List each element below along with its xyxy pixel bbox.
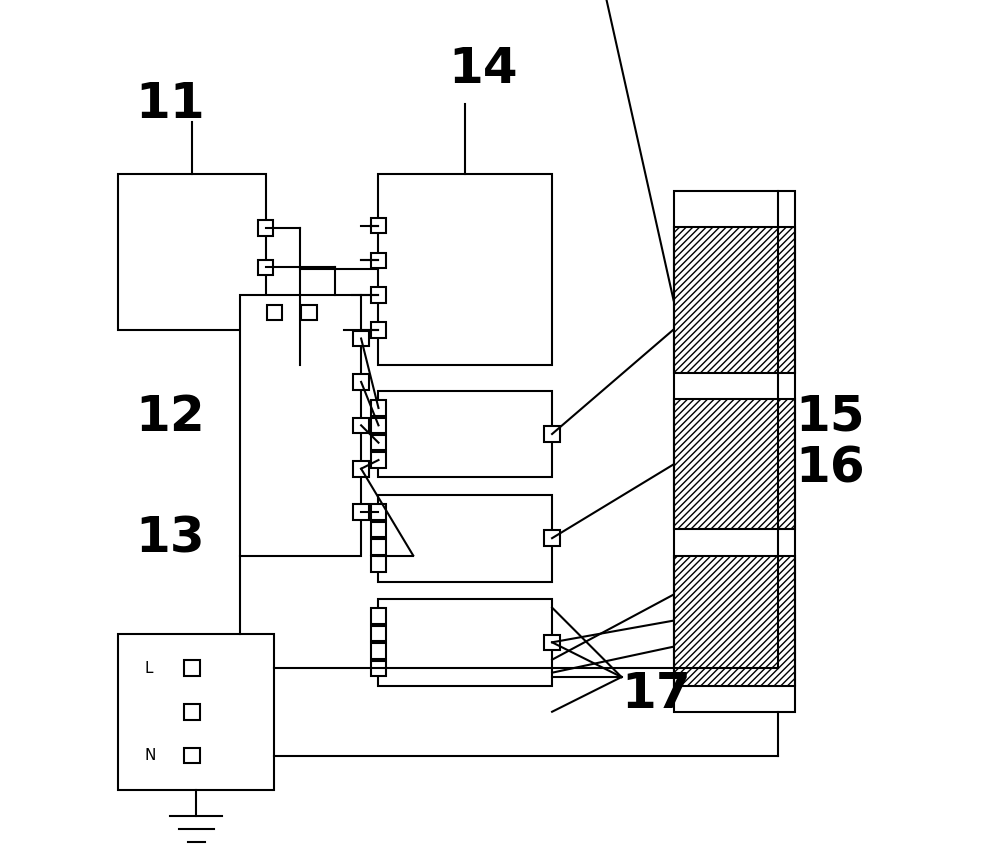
Bar [371, 522, 386, 537]
Bar [371, 626, 386, 641]
FancyBboxPatch shape [378, 495, 552, 582]
FancyBboxPatch shape [378, 599, 552, 686]
Text: L: L [144, 661, 153, 675]
Text: 15: 15 [795, 392, 865, 441]
Bar [371, 400, 386, 416]
Bar [184, 704, 200, 720]
Text: N: N [144, 748, 155, 763]
Bar [267, 305, 282, 320]
Bar [258, 260, 273, 275]
Bar [674, 556, 795, 686]
Bar [353, 418, 369, 433]
Text: 11: 11 [135, 80, 205, 128]
Bar [371, 608, 386, 624]
FancyBboxPatch shape [118, 174, 266, 330]
FancyBboxPatch shape [240, 295, 361, 556]
Bar [544, 530, 560, 546]
Bar [371, 435, 386, 450]
Bar [353, 374, 369, 390]
Text: 13: 13 [135, 514, 205, 562]
Bar [371, 661, 386, 676]
Text: 16: 16 [795, 444, 865, 493]
Bar [674, 399, 795, 529]
Text: 17: 17 [621, 670, 691, 719]
Bar [371, 452, 386, 468]
Text: 12: 12 [135, 392, 205, 441]
Bar [371, 218, 386, 233]
Bar [371, 418, 386, 433]
Bar [371, 287, 386, 303]
Bar [353, 504, 369, 520]
FancyBboxPatch shape [378, 174, 552, 365]
Bar [301, 305, 317, 320]
FancyBboxPatch shape [674, 191, 795, 712]
Bar [353, 331, 369, 346]
Bar [544, 426, 560, 442]
Bar [674, 227, 795, 373]
FancyBboxPatch shape [378, 391, 552, 477]
Bar [371, 643, 386, 659]
Bar [371, 253, 386, 268]
Bar [184, 747, 200, 763]
Bar [371, 539, 386, 555]
Bar [544, 635, 560, 650]
FancyBboxPatch shape [118, 634, 274, 790]
Bar [353, 461, 369, 477]
Bar [371, 504, 386, 520]
Bar [184, 661, 200, 676]
Bar [371, 556, 386, 572]
Text: 14: 14 [448, 45, 517, 94]
Bar [258, 220, 273, 236]
Bar [371, 322, 386, 338]
